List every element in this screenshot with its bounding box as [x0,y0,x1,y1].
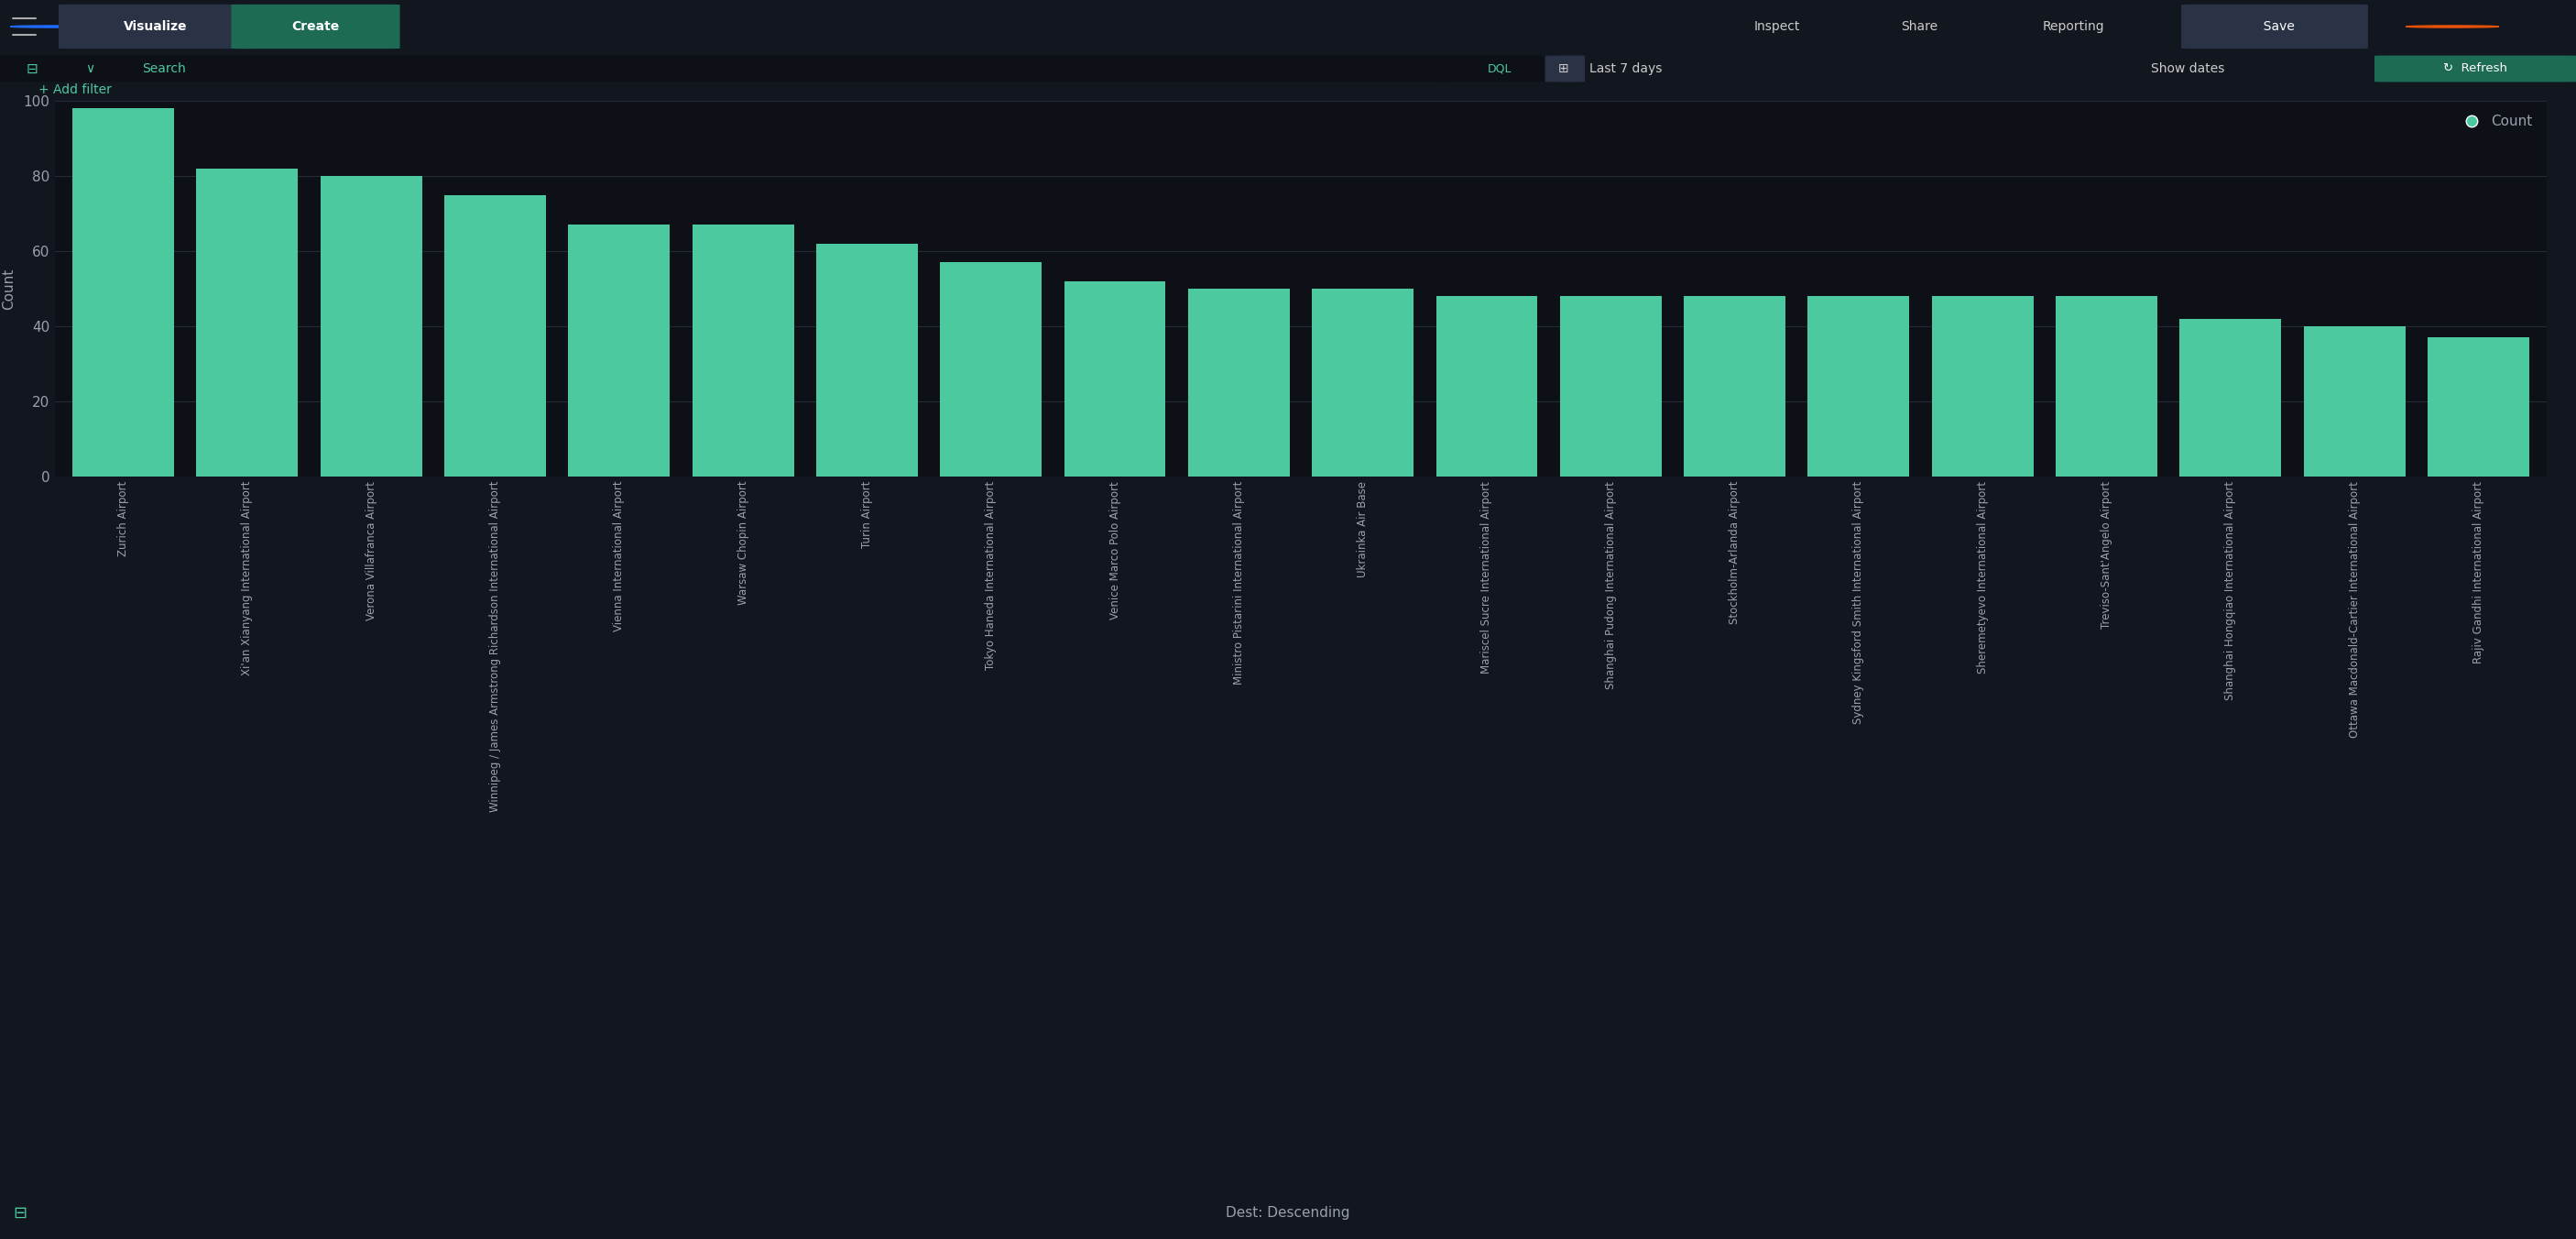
Text: Dest: Descending: Dest: Descending [1226,1206,1350,1219]
Text: ↻  Refresh: ↻ Refresh [2445,63,2506,74]
FancyBboxPatch shape [2182,5,2367,48]
Text: ∨: ∨ [85,62,95,76]
Bar [1808,296,1909,477]
FancyBboxPatch shape [1546,56,1584,82]
Y-axis label: Count: Count [3,268,15,310]
Bar [1188,289,1291,477]
Text: ⊞: ⊞ [1558,62,1569,76]
Bar [319,176,422,477]
Text: Inspect: Inspect [1754,20,1801,33]
Text: DQL: DQL [1486,63,1512,74]
FancyBboxPatch shape [59,5,252,48]
Bar [1311,289,1414,477]
Text: Share: Share [1901,20,1937,33]
FancyBboxPatch shape [2375,56,2576,82]
Text: + Add filter: + Add filter [39,84,111,97]
Text: Reporting: Reporting [2043,20,2105,33]
FancyBboxPatch shape [0,56,1450,82]
Bar [569,224,670,477]
Bar [443,195,546,477]
Text: ⊟: ⊟ [13,1204,26,1222]
Text: Create: Create [291,20,340,33]
Text: Visualize: Visualize [124,20,188,33]
Text: Show dates: Show dates [2151,62,2226,76]
Bar [2056,296,2159,477]
Bar [693,224,793,477]
Bar [2179,318,2282,477]
Bar [196,169,299,477]
Bar [2427,337,2530,477]
Bar [72,108,175,477]
Bar [1561,296,1662,477]
Text: Last 7 days: Last 7 days [1589,62,1662,76]
FancyBboxPatch shape [232,5,399,48]
Legend: Count: Count [2450,108,2540,135]
Bar [940,263,1041,477]
Circle shape [10,26,103,27]
Text: ⊟: ⊟ [26,62,39,76]
Bar [1435,296,1538,477]
FancyBboxPatch shape [1437,56,1561,82]
Text: Save: Save [2254,20,2295,33]
Bar [2303,326,2406,477]
Bar [1064,281,1167,477]
Circle shape [2406,26,2499,27]
Bar [1685,296,1785,477]
Text: Search: Search [142,62,185,76]
Bar [817,244,917,477]
Bar [1932,296,2032,477]
